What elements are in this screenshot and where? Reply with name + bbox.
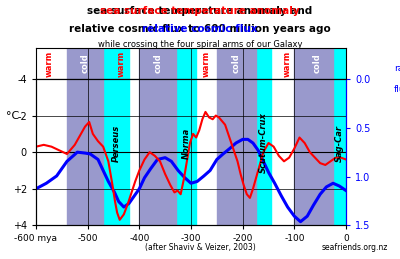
Text: Sag-Car: Sag-Car [335,125,344,162]
Text: flux: flux [393,85,400,94]
Text: cold: cold [154,54,163,73]
Bar [333,79,346,225]
Bar [103,48,129,79]
Bar [256,79,271,225]
Text: °C: °C [6,111,19,121]
Bar [103,79,129,225]
Bar [176,48,196,79]
Text: while crossing the four spiral arms of our Galaxy: while crossing the four spiral arms of o… [98,40,302,49]
Text: Perseus: Perseus [112,124,120,162]
Text: Norma: Norma [181,127,190,159]
Bar [333,48,346,79]
Text: Scutum-Crux: Scutum-Crux [259,113,268,174]
Bar [294,48,333,79]
Text: warm: warm [283,50,292,77]
Bar [176,79,196,225]
Text: warm: warm [117,50,126,77]
Bar [217,79,256,225]
Bar [139,79,176,225]
Bar [67,79,103,225]
Bar [139,48,176,79]
Bar [67,48,103,79]
Bar [217,48,256,79]
Text: seafriends.org.nz: seafriends.org.nz [322,243,388,252]
Text: sea surface temperature anomaly and: sea surface temperature anomaly and [87,6,313,17]
Text: ray: ray [394,64,400,73]
Bar [256,48,271,79]
Text: (after Shaviv & Veizer, 2003): (after Shaviv & Veizer, 2003) [145,243,255,252]
Text: cold: cold [232,54,240,73]
Text: warm: warm [202,50,211,77]
Text: warm: warm [44,50,54,77]
Bar [294,79,333,225]
Text: sea surface temperature anomaly: sea surface temperature anomaly [100,6,300,17]
Text: relative cosmic flux: relative cosmic flux [142,24,258,34]
Text: relative cosmic flux to 600 million years ago: relative cosmic flux to 600 million year… [69,24,331,34]
Text: cold: cold [313,54,322,73]
Text: cold: cold [80,54,90,73]
